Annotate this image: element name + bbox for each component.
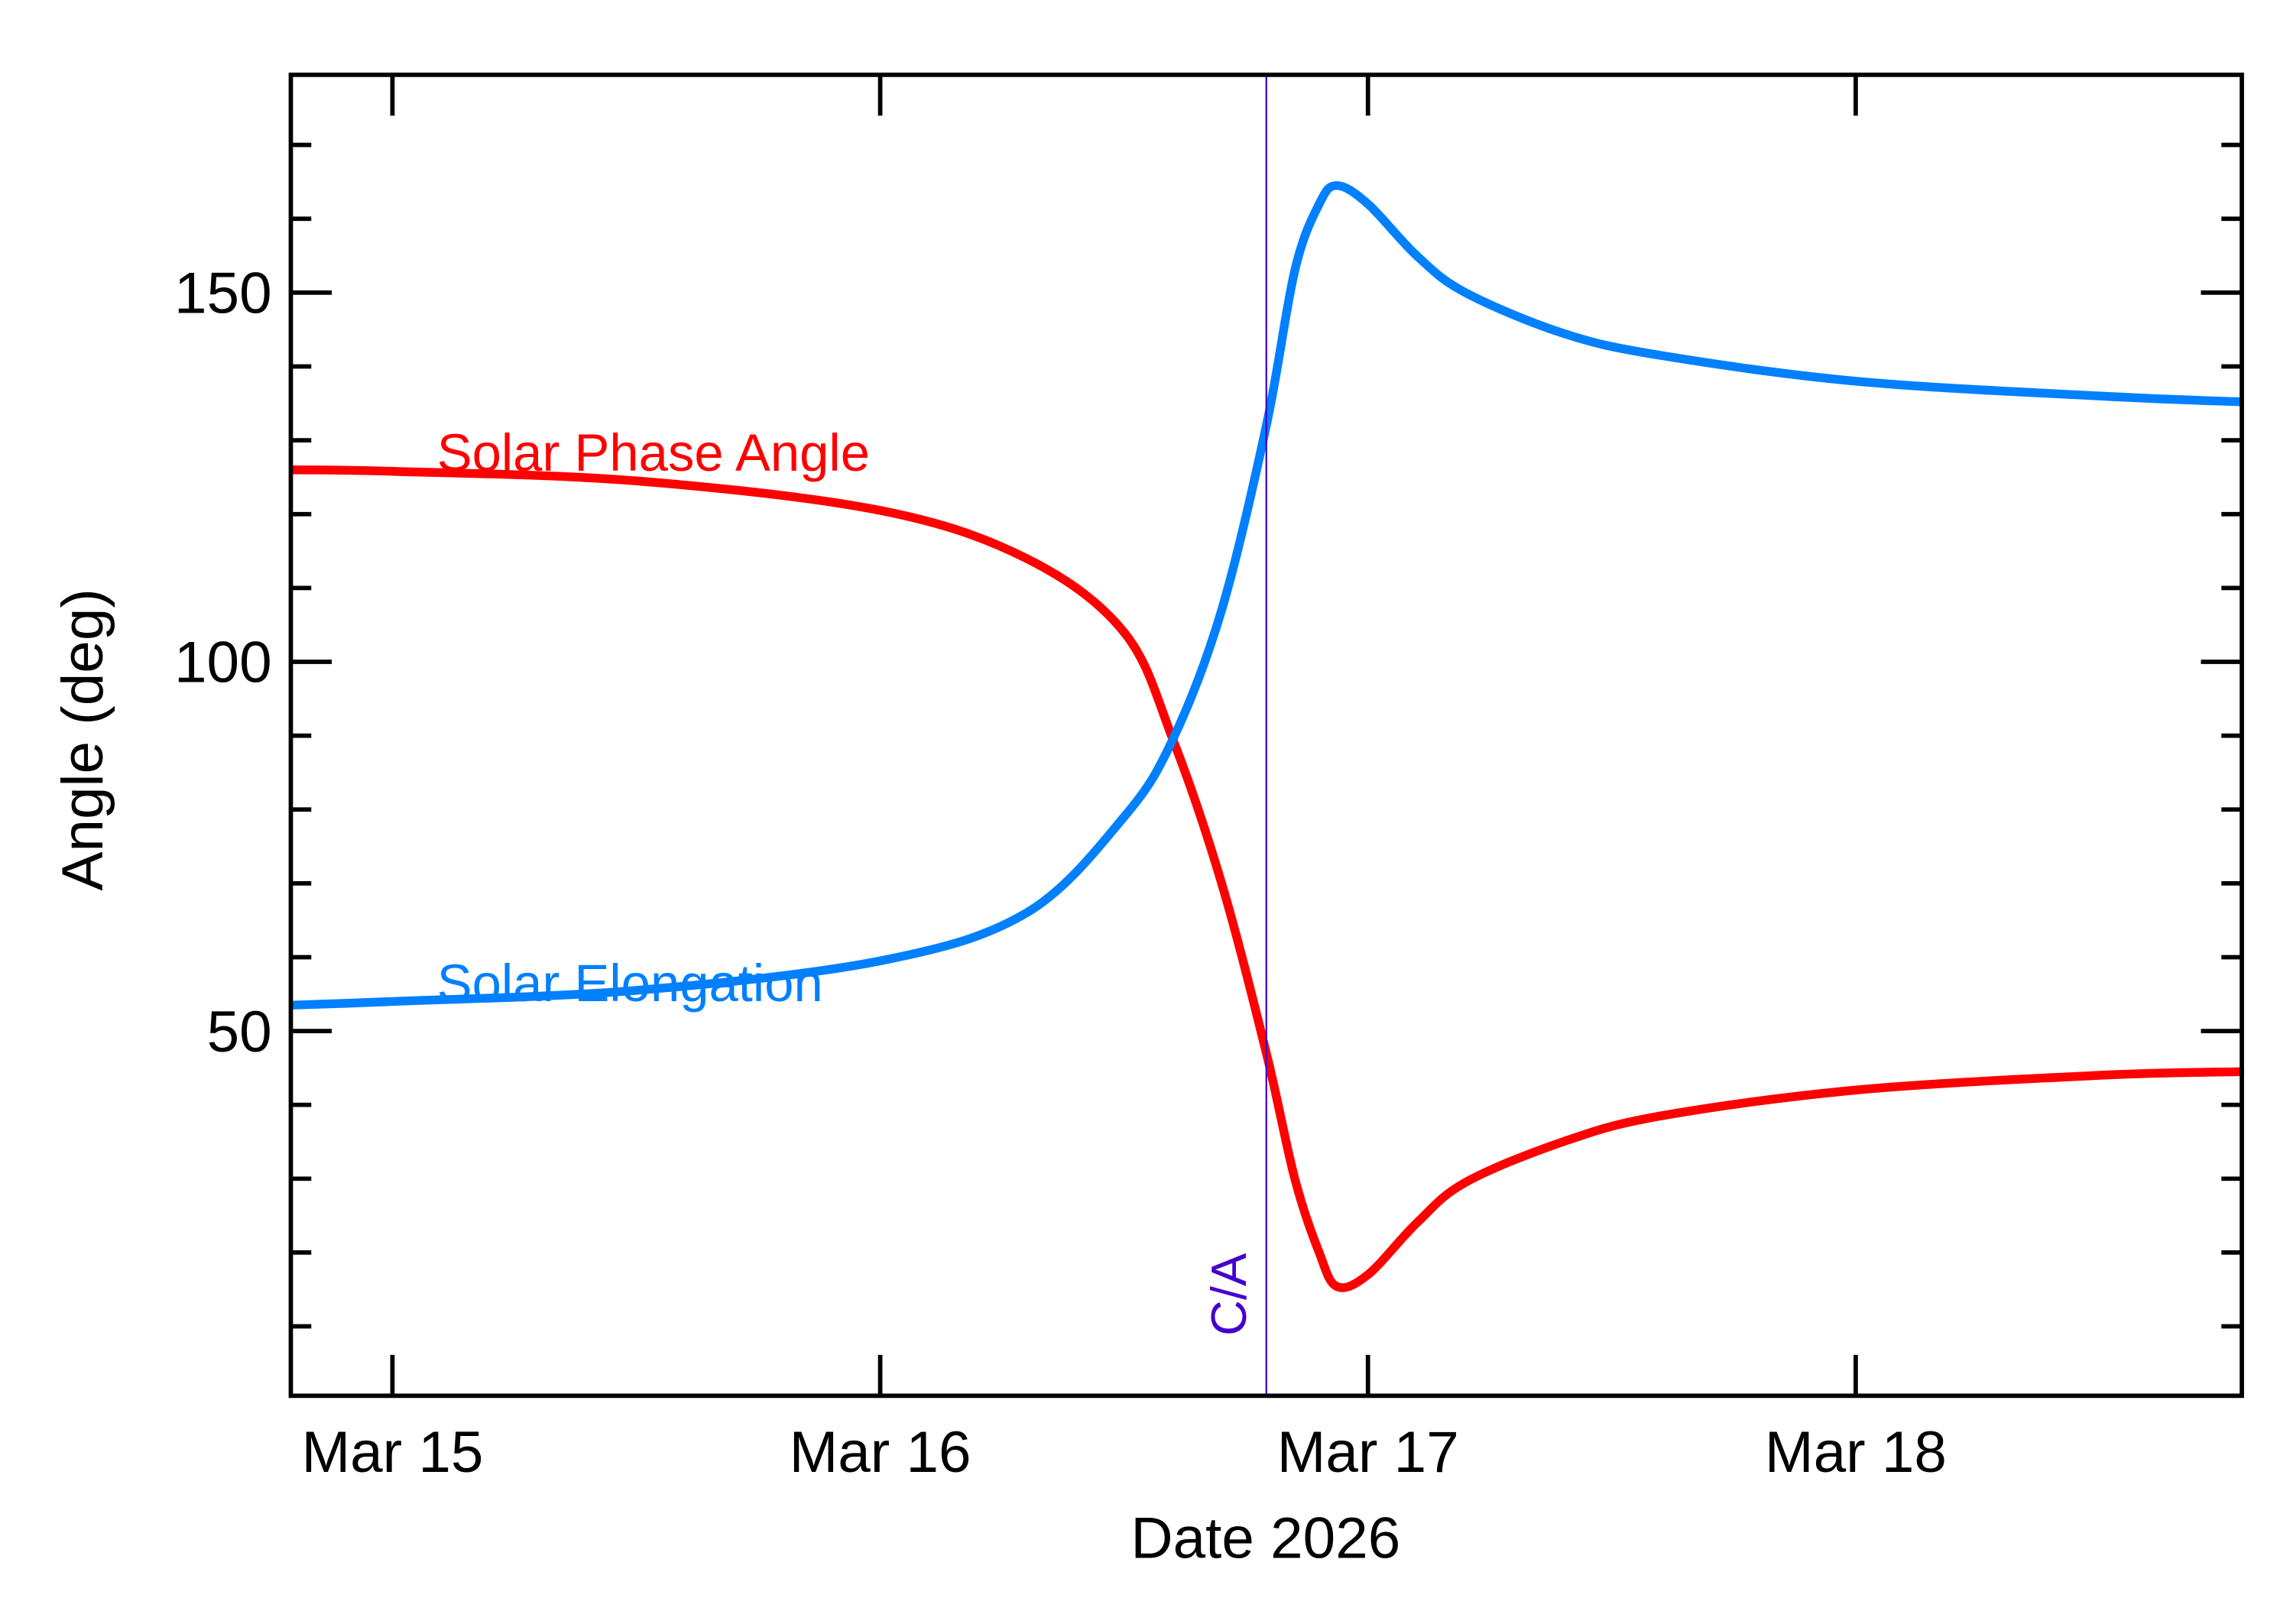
y-tick-label: 100 (174, 630, 272, 695)
curves (290, 181, 2243, 1292)
closest-approach-label: C/A (1201, 1253, 1257, 1336)
y-tick-label: 150 (174, 261, 272, 326)
x-tick-label: Mar 18 (1765, 1420, 1947, 1485)
x-tick-label: Mar 16 (790, 1420, 971, 1485)
x-tick-label: Mar 15 (301, 1420, 483, 1485)
x-tick-label: Mar 17 (1277, 1420, 1459, 1485)
legend-solar-elongation: Solar Elongation (437, 954, 823, 1013)
y-axis-label: Angle (deg) (50, 588, 115, 890)
plot-frame (288, 73, 2244, 1399)
y-tick-labels: 50 100 150 (174, 261, 272, 1065)
series-line-solar-phase-angle (290, 465, 2243, 1292)
legend-solar-phase-angle: Solar Phase Angle (437, 423, 870, 482)
y-tick-label: 50 (207, 1000, 272, 1065)
series-line-solar-elongation (290, 181, 2243, 1010)
x-axis-label: Date 2026 (1130, 1506, 1400, 1571)
x-tick-labels: Mar 15 Mar 16 Mar 17 Mar 18 (301, 1420, 1946, 1485)
ticks (290, 74, 2243, 1396)
